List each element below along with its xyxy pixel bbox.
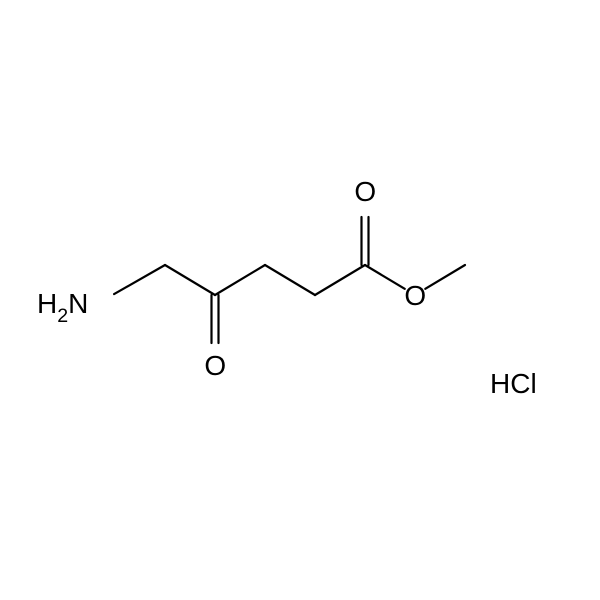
atom-label-ketone-oxygen: O	[204, 352, 226, 380]
counterion-hcl: HCl	[490, 370, 537, 398]
structure-canvas: H2N O O O HCl	[0, 0, 600, 600]
atom-label-nh2: H2N	[37, 290, 88, 324]
atom-label-ester-carbonyl-oxygen: O	[354, 178, 376, 206]
atom-label-ester-ether-oxygen: O	[404, 282, 426, 310]
bond-layer	[0, 0, 600, 600]
